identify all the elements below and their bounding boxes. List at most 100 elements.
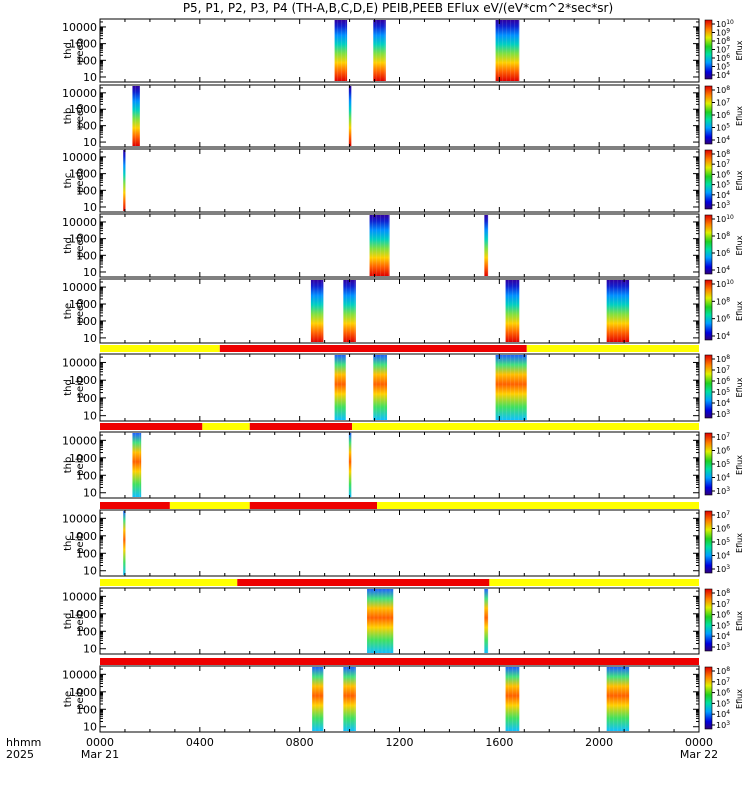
spectrogram-block	[334, 20, 348, 81]
colorbar-tick-label: 107	[716, 45, 730, 55]
spectrogram-block	[132, 433, 142, 497]
colorbar-tick-label: 106	[716, 314, 730, 324]
y-tick-label: 100	[76, 249, 97, 262]
status-bar-segment	[100, 345, 220, 352]
colorbar-label: Eflux	[735, 533, 744, 553]
x-tick-label: 0000	[685, 736, 713, 749]
y-axis-label-probe: the	[63, 691, 74, 707]
y-tick-label: 100	[76, 315, 97, 328]
x-date-label: Mar 21	[81, 748, 119, 761]
y-tick-label: 100	[76, 54, 97, 67]
colorbar-tick-label: 106	[716, 524, 730, 534]
time-axis-row-label-1: hhmm	[6, 736, 41, 749]
colorbar-tick-label: 106	[716, 446, 730, 456]
y-tick-label: 10	[83, 721, 97, 734]
spectrogram-block	[343, 667, 356, 731]
colorbar-tick-label: 108	[716, 666, 730, 676]
colorbar	[704, 432, 713, 496]
status-bar-segment	[237, 579, 490, 586]
panel-7: 10000 1000 100 10 thb peib 107 106 105 104 103 Eflu…	[62, 423, 744, 500]
y-tick-label: 10	[83, 201, 97, 214]
colorbar	[704, 214, 713, 275]
y-tick-label: 10	[83, 565, 97, 578]
colorbar-tick-label: 107	[716, 159, 730, 169]
y-tick-label: 10	[83, 136, 97, 149]
y-tick-label: 10000	[62, 21, 97, 34]
status-bar-segment	[100, 502, 170, 509]
y-tick-label: 10	[83, 643, 97, 656]
status-bar	[100, 423, 699, 430]
x-tick-label: 0800	[286, 736, 314, 749]
y-tick-label: 100	[76, 547, 97, 560]
panel-5: 10000 1000 100 10 the peeb 1010 108 106 104 Eflux	[62, 278, 744, 345]
y-tick-label: 10	[83, 266, 97, 279]
status-bar	[100, 579, 699, 586]
y-tick-label: 10000	[62, 216, 97, 229]
colorbar-tick-label: 104	[716, 265, 730, 275]
y-tick-label: 1000	[69, 530, 97, 543]
colorbar-tick-label: 104	[716, 398, 730, 408]
status-bar	[100, 502, 699, 509]
spectrogram-block	[495, 20, 520, 81]
colorbar-tick-label: 107	[716, 365, 730, 375]
colorbar-tick-label: 109	[716, 28, 730, 38]
colorbar	[704, 149, 713, 210]
colorbar-label: Eflux	[735, 611, 744, 631]
y-tick-label: 100	[76, 120, 97, 133]
panel-frame	[99, 587, 700, 655]
y-tick-label: 10	[83, 332, 97, 345]
spectrogram-block	[606, 280, 630, 342]
spectrogram-block	[310, 280, 324, 342]
colorbar-tick-label: 108	[716, 36, 730, 46]
panel-frame	[99, 18, 700, 83]
colorbar	[704, 510, 713, 574]
spectrogram-block	[348, 433, 352, 497]
status-bar-segment	[100, 658, 699, 665]
panel-1: 10000 1000 100 10 thd peeb 1010109108107106105…	[62, 18, 744, 84]
status-bar-segment	[489, 579, 699, 586]
colorbar-tick-label: 104	[716, 473, 730, 483]
status-bar	[100, 345, 699, 352]
y-axis-label-probe: thb	[63, 108, 74, 125]
time-axis: hhmm 2025 0000 0400 0800 1200 1600 2000 0000Ma…	[6, 736, 718, 761]
panel-frame	[99, 353, 700, 422]
x-date-label: Mar 22	[680, 748, 718, 761]
colorbar-tick-label: 107	[716, 599, 730, 609]
colorbar-tick-label: 106	[716, 248, 730, 258]
colorbar	[704, 279, 713, 341]
y-tick-label: 10000	[62, 512, 97, 525]
spectrogram-block	[373, 20, 386, 81]
colorbar-label: Eflux	[735, 377, 744, 397]
status-bar-segment	[100, 423, 203, 430]
spectrogram-block	[312, 667, 324, 731]
colorbar-tick-label: 104	[716, 551, 730, 561]
y-axis-label-probe: thd	[63, 379, 74, 396]
x-tick-label: 2000	[585, 736, 613, 749]
y-axis-label-product: peib	[75, 377, 86, 399]
spectrogram-block	[495, 355, 527, 420]
colorbar	[704, 85, 713, 145]
panel-8: 10000 1000 100 10 thc peib 107 106 105 104 103 Eflu…	[62, 502, 744, 578]
colorbar-tick-label: 104	[716, 135, 730, 145]
y-tick-label: 1000	[69, 608, 97, 621]
colorbar-label: Eflux	[735, 301, 744, 321]
status-bar-segment	[100, 579, 238, 586]
colorbar-tick-label: 108	[716, 354, 730, 364]
colorbar-tick-label: 104	[716, 709, 730, 719]
colorbar-label: Eflux	[735, 689, 744, 709]
y-axis-label-product: peeb	[75, 168, 86, 193]
status-bar-segment	[249, 423, 353, 430]
colorbar-tick-label: 105	[716, 537, 730, 547]
y-axis-label-product: peeb	[75, 104, 86, 129]
y-axis-label-probe: thb	[63, 457, 74, 474]
status-bar-segment	[219, 345, 527, 352]
colorbar-tick-label: 108	[716, 149, 730, 159]
spectrogram-block	[373, 355, 388, 420]
spectrogram-block	[343, 280, 356, 342]
y-tick-label: 10	[83, 487, 97, 500]
